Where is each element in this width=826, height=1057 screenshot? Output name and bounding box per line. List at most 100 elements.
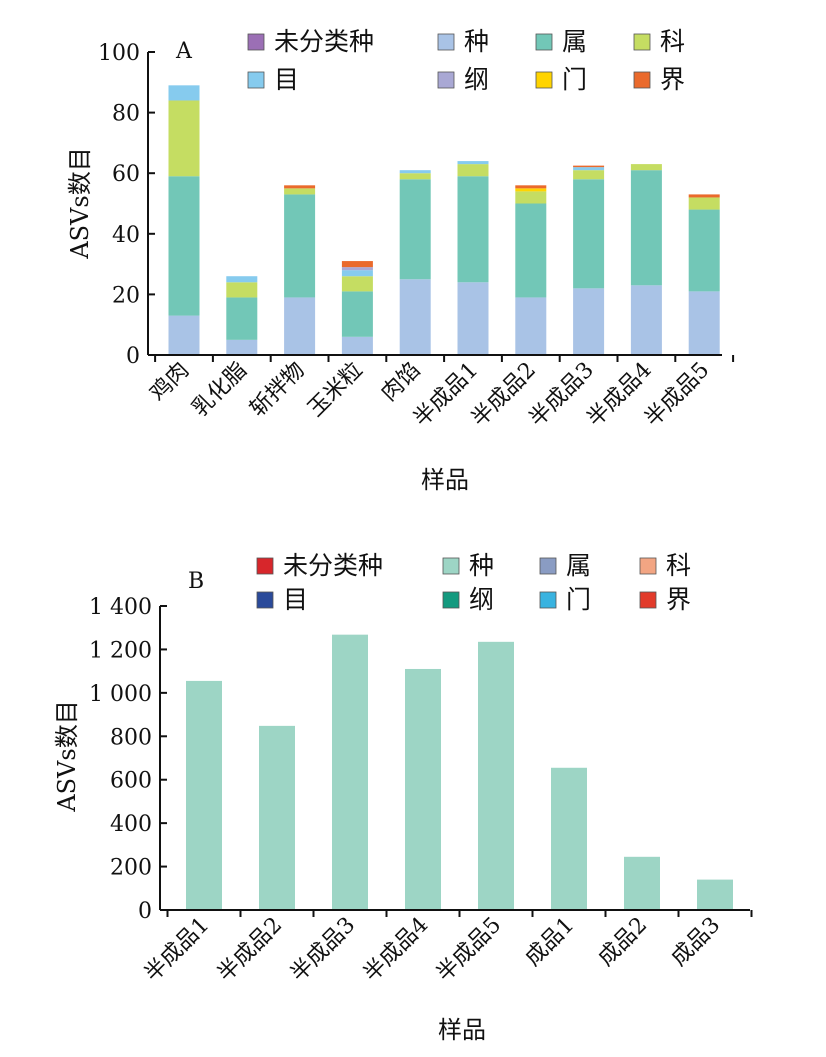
panel-a-legend-swatch	[247, 33, 265, 51]
panel-b-x-tick-label: 半成品5	[432, 913, 506, 987]
panel-a-x-tick-label: 肉馅	[377, 358, 426, 407]
panel-a-bar-segment	[688, 197, 720, 210]
panel-b-bar-segment	[259, 725, 295, 910]
panel-b-x-tick-label: 半成品3	[286, 913, 360, 987]
panel-b-y-tick-label: 1 200	[89, 638, 152, 663]
panel-a-bar-segment	[573, 288, 605, 355]
panel-a-bar-segment	[515, 185, 547, 189]
panel-a-bar-segment	[168, 315, 200, 355]
panel-a-bar-segment	[515, 297, 547, 355]
panel-a-bar-segment	[341, 336, 373, 355]
panel-b-legend-swatch	[539, 557, 557, 575]
panel-a-legend-swatch	[247, 71, 265, 89]
panel-b-legend-label: 界	[666, 585, 691, 614]
panel-b-x-tick-label: 成品2	[594, 913, 653, 972]
panel-a-bar-segment	[457, 282, 489, 355]
panel-a-x-tick-label: 鸡肉	[145, 358, 194, 407]
panel-a-legend-swatch	[535, 33, 553, 51]
panel-a-bar-segment	[630, 164, 662, 171]
panel-a-bar-segment	[168, 100, 200, 177]
panel-a-y-axis-title: ASVs数目	[66, 147, 94, 259]
panel-b-legend-label: 属	[566, 551, 591, 580]
panel-b-y-tick-label: 400	[110, 812, 152, 837]
panel-a-y-tick-label: 60	[112, 162, 140, 187]
panel-b-legend-label: 纲	[469, 585, 494, 614]
panel-a-bar-segment	[573, 167, 605, 171]
panel-b-y-tick-label: 200	[110, 856, 152, 881]
panel-a-legend-label: 属	[562, 27, 587, 56]
panel-a-bar-segment	[341, 267, 373, 271]
panel-b-legend-swatch	[256, 591, 274, 609]
panel-b-x-tick-label: 成品1	[521, 913, 580, 972]
panel-a-x-tick-label: 玉米粒	[303, 358, 367, 422]
panel-a-legend-label: 门	[562, 65, 587, 94]
panel-b-bar-segment	[332, 634, 368, 910]
panel-a-bar-segment	[399, 173, 431, 180]
panel-a-bar-segment	[515, 203, 547, 298]
panel-b-legend-label: 科	[666, 551, 691, 580]
panel-a-bar-segment	[226, 282, 258, 298]
panel-b-bar-segment	[186, 680, 222, 910]
panel-a-legend-swatch	[437, 71, 455, 89]
panel-a-bar-segment	[284, 297, 316, 355]
panel-b-bar-segment	[697, 879, 733, 910]
panel-b-bar-segment	[551, 767, 587, 910]
panel-a-legend-label: 种	[464, 27, 489, 56]
panel-b-legend-label: 种	[469, 551, 494, 580]
panel-b-x-tick-label: 半成品4	[359, 913, 433, 987]
panel-b-y-axis-title: ASVs数目	[53, 700, 81, 812]
panel-b-y-tick-label: 0	[138, 899, 152, 924]
panel-a-legend-label: 界	[660, 65, 685, 94]
panel-b-legend-swatch	[442, 557, 460, 575]
panel-a-bar-segment	[284, 185, 316, 189]
panel-a-bar-segment	[168, 85, 200, 101]
panel-a-bar-segment	[284, 188, 316, 195]
panel-b-y-tick-label: 800	[110, 725, 152, 750]
panel-b-y-tick-label: 600	[110, 769, 152, 794]
panel-a-legend-swatch	[437, 33, 455, 51]
panel-a-bar-segment	[399, 170, 431, 174]
panel-a-bar-segment	[573, 179, 605, 289]
panel-b-bar-segment	[624, 856, 660, 910]
panel-b-x-axis-title: 样品	[438, 1016, 486, 1044]
panel-a-bar-segment	[399, 279, 431, 355]
panel-a-bar-segment	[515, 191, 547, 204]
panel-a-legend-label: 目	[274, 65, 299, 94]
panel-b-legend-swatch	[256, 557, 274, 575]
panel-a-bar-segment	[515, 188, 547, 192]
panel-a-bar-segment	[573, 165, 605, 168]
panel-a-bar-segment	[630, 285, 662, 355]
panel-b-legend-label: 未分类种	[283, 551, 383, 580]
panel-a-bar-segment	[630, 170, 662, 286]
panel-a-bar-segment	[399, 179, 431, 280]
panel-a-bar-segment	[457, 161, 489, 165]
panel-a-bar-segment	[226, 339, 258, 355]
panel-a-x-tick-label: 半成品5	[640, 358, 714, 432]
panel-b-panel-letter: B	[188, 569, 204, 594]
panel-a-legend-swatch	[535, 71, 553, 89]
panel-a-bar-segment	[457, 164, 489, 177]
panel-b-legend-swatch	[442, 591, 460, 609]
panel-b-y-tick-label: 1 000	[89, 682, 152, 707]
panel-b-bar-segment	[405, 668, 441, 910]
panel-a-y-tick-label: 100	[98, 41, 140, 66]
panel-a-y-tick-label: 20	[112, 283, 140, 308]
panel-b-legend-swatch	[539, 591, 557, 609]
panel-b-bar-segment	[478, 641, 514, 910]
panel-a-x-tick-label: 斩拌物	[245, 358, 309, 422]
panel-a-bar-segment	[226, 297, 258, 340]
panel-a-panel-letter: A	[175, 39, 193, 64]
panel-a-bar-segment	[688, 291, 720, 355]
panel-a-bar-segment	[168, 176, 200, 316]
panel-b-legend-label: 门	[566, 585, 591, 614]
panel-b-legend-label: 目	[283, 585, 308, 614]
panel-b-legend-swatch	[639, 591, 657, 609]
panel-a-x-axis-title: 样品	[421, 466, 469, 494]
panel-a-bar-segment	[341, 291, 373, 337]
panel-b-x-tick-label: 半成品2	[213, 913, 287, 987]
panel-b-legend-swatch	[639, 557, 657, 575]
panel-b-x-tick-label: 成品3	[667, 913, 726, 972]
panel-a-y-tick-label: 0	[126, 344, 140, 369]
panel-a-bar-segment	[226, 276, 258, 283]
